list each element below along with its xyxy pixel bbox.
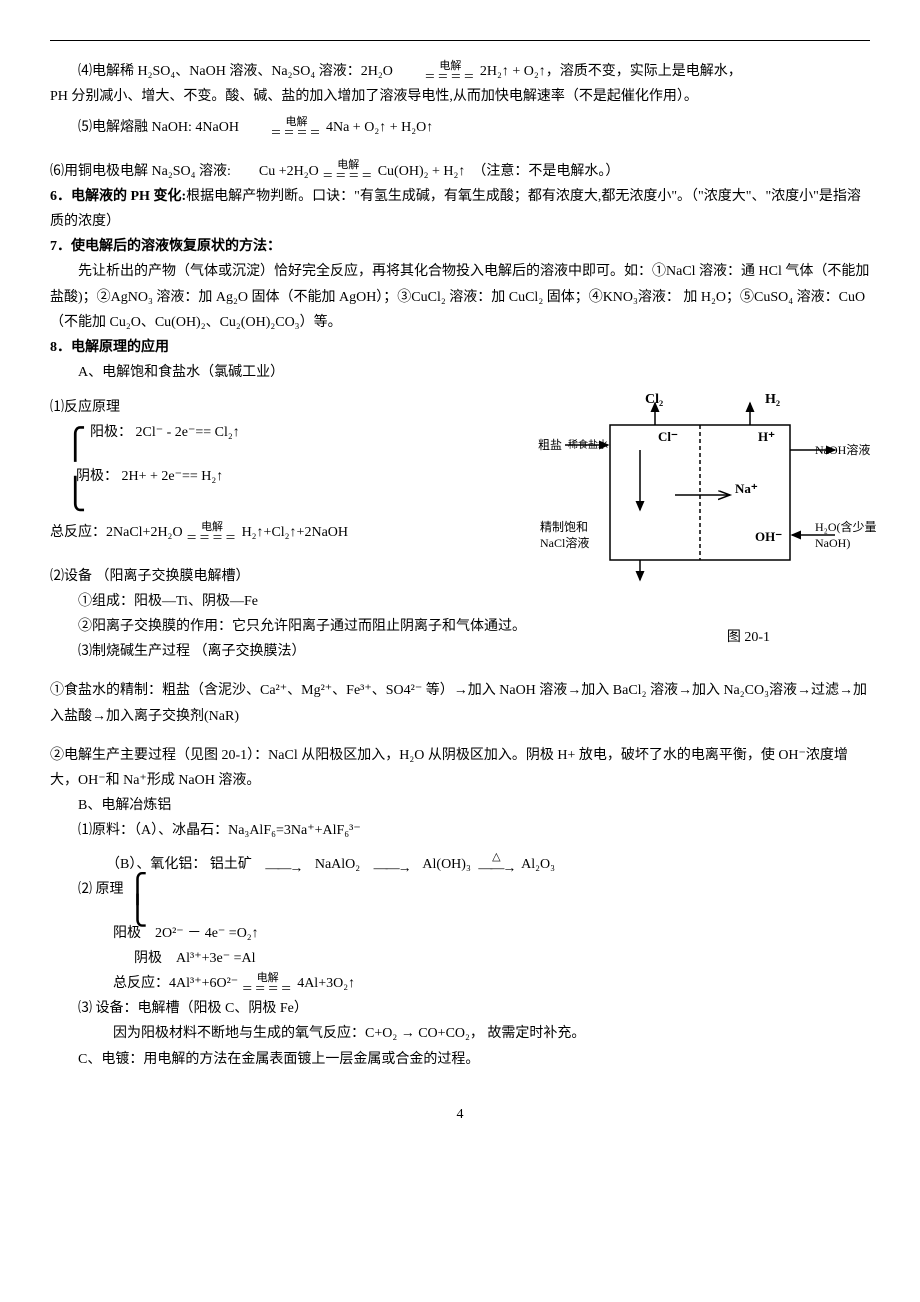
- b3b: 因为阳极材料不断地与生成的氧气反应：C+O₂ → CO+CO₂， 故需定时补充。: [50, 1021, 870, 1046]
- label-xiyan: 稀食盐水: [568, 437, 608, 455]
- r3-1: ①食盐水的精制：粗盐（含泥沙、Ca²⁺、Mg²⁺、Fe³⁺、SO4²⁻ 等）→加…: [50, 678, 870, 728]
- reaction-condition: 电解＝＝＝＝: [186, 522, 238, 544]
- reaction-condition: 电解＝＝＝＝: [242, 117, 322, 139]
- total-reaction: 总反应：2NaCl+2H₂O 电解＝＝＝＝ H₂↑+Cl₂↑+2NaOH: [50, 520, 530, 545]
- text: 4Na + O₂↑ + H₂O↑: [322, 120, 433, 135]
- label-h2: H₂: [765, 387, 780, 412]
- heading: 7．使电解后的溶液恢复原状的方法：: [50, 234, 870, 259]
- electrolysis-diagram: Cl₂ H₂ Cl⁻ H⁺ 粗盐 稀食盐水 NaOH溶液 Na⁺ 精制饱和 Na…: [540, 395, 880, 595]
- top-border: [50, 40, 870, 41]
- reaction-condition: 电解＝＝＝＝: [242, 973, 294, 995]
- b1: ⑴原料：（A）、冰晶石：Na₃AlF₆=3Na⁺+AlF₆³⁻: [50, 818, 870, 843]
- b2-anode: 阳极 2O²⁻ － 4e⁻ =O₂↑: [50, 921, 870, 946]
- heading: 8．电解原理的应用: [50, 335, 870, 360]
- label-h2o: H₂O(含少量 NaOH): [815, 520, 877, 551]
- cathode-eq: 阴极： 2H+ + 2e⁻== H₂↑: [76, 464, 240, 489]
- section-6: 6．电解液的 PH 变化:根据电解产物判断。口诀："有氢生成碱，有氧生成酸；都有…: [50, 184, 870, 234]
- r3-2: ②电解生产主要过程（见图 20-1）：NaCl 从阳极区加入，H₂O 从阴极区加…: [50, 743, 870, 793]
- text: ⑹用铜电极电解 Na₂SO₄ 溶液: Cu +2H₂O: [50, 164, 322, 179]
- label-cuyan: 粗盐: [538, 435, 562, 457]
- label-oh: OH⁻: [755, 525, 782, 548]
- text: 2H₂↑ + O₂↑，溶质不变，实际上是电解水，: [476, 64, 741, 79]
- text: ⑸电解熔融 NaOH: 4NaOH: [78, 120, 242, 135]
- section-8: 8．电解原理的应用 A、电解饱和食盐水（氯碱工业）: [50, 335, 870, 1072]
- paragraph-4b: PH 分别减小、增大、不变。酸、碱、盐的加入增加了溶液导电性,从而加快电解速率（…: [50, 84, 870, 109]
- c-title: C、电镀：用电解的方法在金属表面镀上一层金属或合金的过程。: [50, 1047, 870, 1072]
- b-title: B、电解冶炼铝: [50, 793, 870, 818]
- arrow-icon: ――→: [374, 853, 410, 875]
- heading: 6．电解液的 PH 变化:: [50, 189, 186, 204]
- b2-cathode: 阴极 Al³⁺+3e⁻ =Al: [50, 946, 870, 971]
- page-number: 4: [50, 1102, 870, 1127]
- b2: ⑵ 原理 ⎧⎩: [50, 877, 870, 921]
- r2-title: ⑵设备 （阳离子交换膜电解槽）: [50, 564, 530, 589]
- diagram-caption: 图 20-1: [727, 625, 770, 650]
- label-hplus: H⁺: [758, 425, 775, 448]
- section-7: 7．使电解后的溶液恢复原状的方法： 先让析出的产物（气体或沉淀）恰好完全反应，再…: [50, 234, 870, 335]
- paragraph-5: ⑸电解熔融 NaOH: 4NaOH 电解＝＝＝＝ 4Na + O₂↑ + H₂O…: [50, 115, 870, 140]
- text: ⑷电解稀 H₂SO₄、NaOH 溶液、Na₂SO₄ 溶液：2H₂O: [78, 64, 396, 79]
- b1b: （B）、氧化铝： 铝土矿 ――→ NaAlO₂ ――→ Al(OH)₃ △――→…: [50, 852, 870, 877]
- anode-eq: 阳极： 2Cl⁻ - 2e⁻== Cl₂↑: [90, 420, 240, 445]
- arrow-icon: ――→: [265, 853, 301, 875]
- b2-total: 总反应：4Al³⁺+6O²⁻ 电解＝＝＝＝ 4Al+3O₂↑: [50, 971, 870, 996]
- label-clminus: Cl⁻: [658, 425, 678, 448]
- arrow-heat-icon: △――→: [478, 853, 514, 875]
- text: 先让析出的产物（气体或沉淀）恰好完全反应，再将其化合物投入电解后的溶液中即可。如…: [50, 259, 870, 335]
- paragraph-6: ⑹用铜电极电解 Na₂SO₄ 溶液: Cu +2H₂O 电解＝＝＝＝ Cu(OH…: [50, 159, 870, 184]
- paragraph-4: ⑷电解稀 H₂SO₄、NaOH 溶液、Na₂SO₄ 溶液：2H₂O 电解＝＝＝＝…: [50, 59, 870, 84]
- diagram-svg: [540, 395, 880, 595]
- sub-a: A、电解饱和食盐水（氯碱工业）: [50, 360, 870, 385]
- reaction-condition: 电解＝＝＝＝: [322, 160, 374, 182]
- label-refined: 精制饱和 NaCl溶液: [540, 520, 589, 551]
- r1-title: ⑴反应原理: [50, 395, 530, 420]
- reaction-condition: 电解＝＝＝＝: [396, 61, 476, 83]
- electrode-group: ⎧⎩ 阳极： 2Cl⁻ - 2e⁻== Cl₂↑ 阴极： 2H+ + 2e⁻==…: [50, 420, 530, 520]
- b3: ⑶ 设备：电解槽（阳极 C、阴极 Fe）: [50, 996, 870, 1021]
- label-naoh: NaOH溶液: [815, 440, 870, 462]
- label-cl2: Cl₂: [645, 387, 663, 412]
- label-na: Na⁺: [735, 477, 758, 500]
- text: Cu(OH)₂ + H₂↑ （注意：不是电解水。）: [374, 164, 619, 179]
